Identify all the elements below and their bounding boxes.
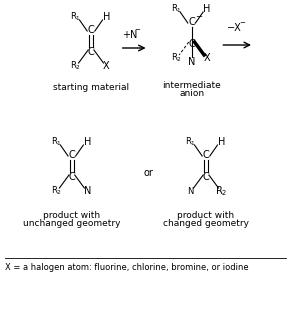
Text: changed geometry: changed geometry: [163, 220, 249, 228]
Text: H: H: [203, 4, 211, 14]
Text: H: H: [103, 12, 110, 22]
Text: C: C: [203, 150, 209, 160]
Text: N: N: [188, 187, 194, 196]
Text: −: −: [134, 27, 140, 33]
Text: unchanged geometry: unchanged geometry: [23, 220, 121, 228]
Text: R$_1$: R$_1$: [171, 3, 182, 15]
Text: product with: product with: [178, 211, 235, 220]
Text: R$_1$: R$_1$: [185, 136, 196, 148]
Text: +N: +N: [122, 30, 137, 40]
Text: C: C: [203, 172, 209, 182]
Text: N: N: [84, 186, 91, 196]
Text: R$_2$: R$_2$: [171, 52, 182, 64]
Text: C: C: [188, 39, 195, 49]
Text: R$_2$: R$_2$: [70, 60, 81, 72]
Text: R$_2$: R$_2$: [215, 184, 228, 198]
Text: C: C: [68, 150, 75, 160]
Text: −X: −X: [227, 23, 242, 33]
Text: −: −: [239, 20, 245, 26]
Text: anion: anion: [179, 90, 204, 99]
Text: C: C: [68, 172, 75, 182]
Text: starting material: starting material: [53, 84, 129, 92]
Text: X = a halogen atom: fluorine, chlorine, bromine, or iodine: X = a halogen atom: fluorine, chlorine, …: [5, 264, 248, 272]
Text: intermediate: intermediate: [162, 80, 221, 90]
Text: H: H: [84, 137, 91, 147]
Text: C: C: [188, 17, 195, 27]
Text: C: C: [88, 47, 95, 57]
Text: or: or: [144, 168, 153, 178]
Text: N: N: [188, 57, 195, 67]
Text: X: X: [103, 61, 110, 71]
Text: C: C: [88, 25, 95, 35]
Text: R$_1$: R$_1$: [51, 136, 62, 148]
Text: R$_2$: R$_2$: [51, 185, 62, 197]
Text: product with: product with: [43, 211, 100, 220]
Text: −: −: [195, 12, 202, 22]
Text: R$_1$: R$_1$: [70, 11, 81, 23]
Text: X: X: [204, 53, 210, 63]
Text: H: H: [218, 137, 225, 147]
